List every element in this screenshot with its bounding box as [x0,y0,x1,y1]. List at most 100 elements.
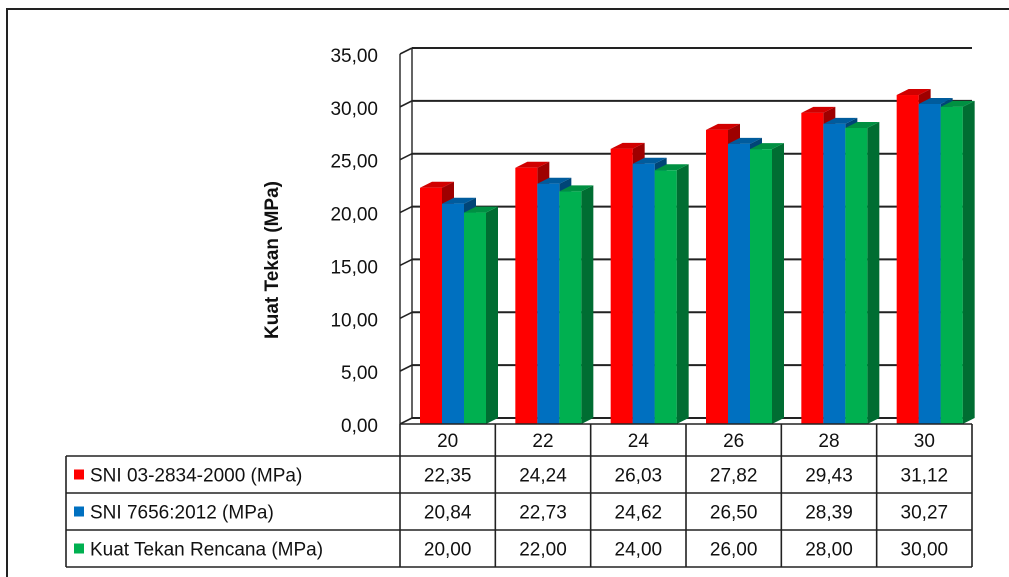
gridline-diagonal [399,47,413,55]
data-label: 30,27 [901,503,949,524]
bar [464,206,498,424]
bars [420,89,975,425]
bar-front [559,191,582,424]
bar-top [632,157,667,164]
y-tick-label: 0,00 [341,416,378,437]
bar-top [610,142,645,149]
data-label: 24,62 [615,503,663,524]
y-tick-label: 25,00 [330,152,378,173]
bar [845,122,880,424]
y-axis-title: Kuat Tekan (MPa) [262,181,283,339]
bar-front [464,212,486,424]
bar [940,100,975,424]
gridline-diagonal [399,417,413,425]
bar-side [772,143,784,424]
legend-entry: SNI 7656:2012 (MPa) [90,503,274,524]
bar-front [654,170,677,424]
gridline-diagonal [399,205,413,214]
bar-top [537,177,572,184]
y-tick-label: 20,00 [330,205,378,226]
bar-top [654,164,689,171]
y-tick-label: 30,00 [330,99,378,120]
data-table: 20 22 24 26 28 30 SNI 03-2834-2000 (MPa) 22,35 2… [65,423,973,568]
y-tick-label: 10,00 [330,310,378,331]
data-label: 24,00 [615,540,663,561]
legend-entry: SNI 03-2834-2000 (MPa) [90,466,302,487]
bar-top [845,122,880,128]
bar-front [940,106,963,424]
bar-front [918,104,941,424]
bar-front [610,148,633,424]
data-label: 28,00 [805,540,853,561]
bar-top [515,161,550,168]
bar-top [706,123,740,130]
gridline-diagonal [399,152,413,161]
data-label: 27,82 [710,466,758,487]
x-tick-label: 22 [532,431,553,452]
bar-top [464,206,498,213]
bar-top [420,181,454,188]
bar-front [632,163,655,424]
gridline-diagonal [399,100,413,108]
bar [559,185,594,424]
bar-side [867,122,880,424]
y-axis-ticks: 0,00 5,00 10,00 15,00 20,00 25,00 30,00 35,00 [330,46,378,437]
bar-front [750,149,772,424]
data-label: 20,00 [424,540,472,561]
x-tick-label: 20 [437,431,458,452]
bar-front [706,129,728,424]
x-tick-label: 24 [628,431,650,452]
bar-front [801,112,824,424]
data-label: 31,12 [901,466,949,487]
bar-front [420,187,442,424]
bar-top [559,185,594,192]
bar-top [918,98,953,105]
bar-side [962,100,975,424]
x-tick-label: 28 [818,431,839,452]
data-label: 29,43 [805,466,853,487]
bar-front [728,143,750,424]
legend-swatch [74,506,84,517]
data-label: 26,03 [615,466,663,487]
bar-side [486,206,498,424]
data-label: 22,00 [519,540,567,561]
data-label: 30,00 [901,540,949,561]
gridline-diagonal [399,364,413,372]
bar-top [940,100,975,107]
data-label: 22,73 [519,503,567,524]
gridline-diagonal [399,258,413,267]
data-label: 22,35 [424,466,472,487]
data-label: 28,39 [805,503,853,524]
legend-swatch [74,469,84,480]
x-tick-label: 26 [723,431,744,452]
y-tick-label: 15,00 [330,257,378,278]
bar-top [750,143,784,150]
bar-top [823,117,858,124]
bar-side [581,185,594,424]
gridline-diagonal [399,311,413,320]
data-label: 26,50 [710,503,758,524]
bar [654,164,689,425]
legend-swatch [74,543,84,554]
data-label: 24,24 [519,466,567,487]
chart-frame [6,8,1009,577]
bar-front [515,167,538,424]
bar-front [442,203,464,424]
x-tick-label: 30 [914,431,935,452]
y-tick-label: 35,00 [330,46,378,67]
bar-top [896,89,931,96]
bar-front [823,123,846,425]
bar-front [537,183,560,424]
bar-top [801,106,836,113]
bar-top [728,137,762,144]
bar-top [442,197,476,204]
y-tick-label: 5,00 [341,363,378,384]
bar [750,143,784,424]
bar-front [896,95,919,424]
bar-side [676,164,689,425]
legend-entry: Kuat Tekan Rencana (MPa) [90,540,323,561]
data-label: 20,84 [424,503,472,524]
data-label: 26,00 [710,540,758,561]
bar-front [845,128,868,424]
